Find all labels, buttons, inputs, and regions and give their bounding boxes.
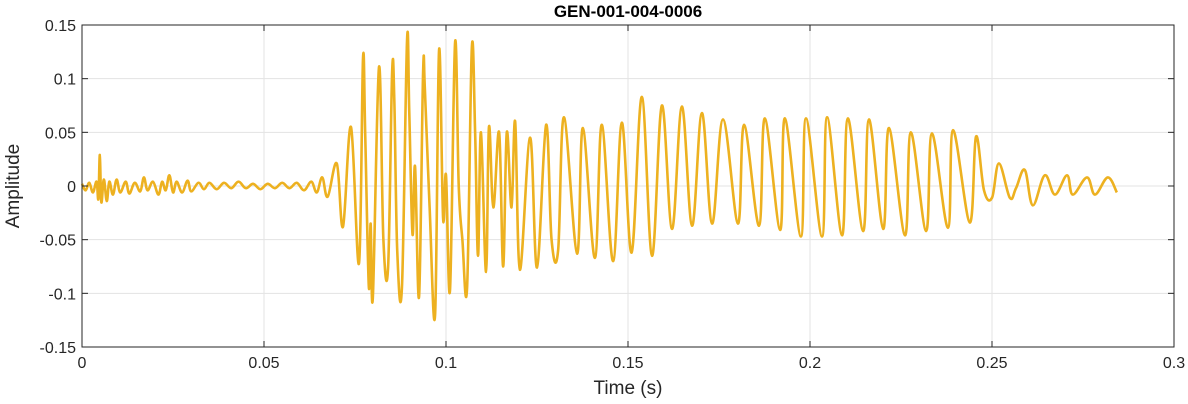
chart-title: GEN-001-004-0006 bbox=[554, 2, 702, 21]
series-layer bbox=[80, 30, 1119, 322]
y-tick-label: -0.05 bbox=[40, 233, 77, 250]
y-tick-label: 0.1 bbox=[54, 72, 76, 89]
x-tick-label: 0.3 bbox=[1163, 355, 1185, 372]
x-tick-label: 0.2 bbox=[799, 355, 821, 372]
x-tick-label: 0.25 bbox=[976, 355, 1007, 372]
x-tick-label: 0.05 bbox=[248, 355, 279, 372]
ticks: 0 0.05 0.1 0.15 0.2 0.25 0.3 -0.15 -0.1 -0.05 0 0.0… bbox=[40, 18, 1186, 372]
y-tick-label: 0 bbox=[67, 179, 76, 196]
y-tick-label: 0.05 bbox=[45, 125, 76, 142]
y-tick-label: 0.15 bbox=[45, 18, 76, 35]
y-tick-label: -0.15 bbox=[40, 340, 77, 357]
y-tick-label: -0.1 bbox=[48, 286, 76, 303]
x-tick-label: 0.15 bbox=[612, 355, 643, 372]
x-tick-label: 0 bbox=[78, 355, 87, 372]
x-axis-label: Time (s) bbox=[594, 378, 663, 399]
y-axis-label: Amplitude bbox=[3, 144, 24, 229]
x-tick-label: 0.1 bbox=[435, 355, 457, 372]
